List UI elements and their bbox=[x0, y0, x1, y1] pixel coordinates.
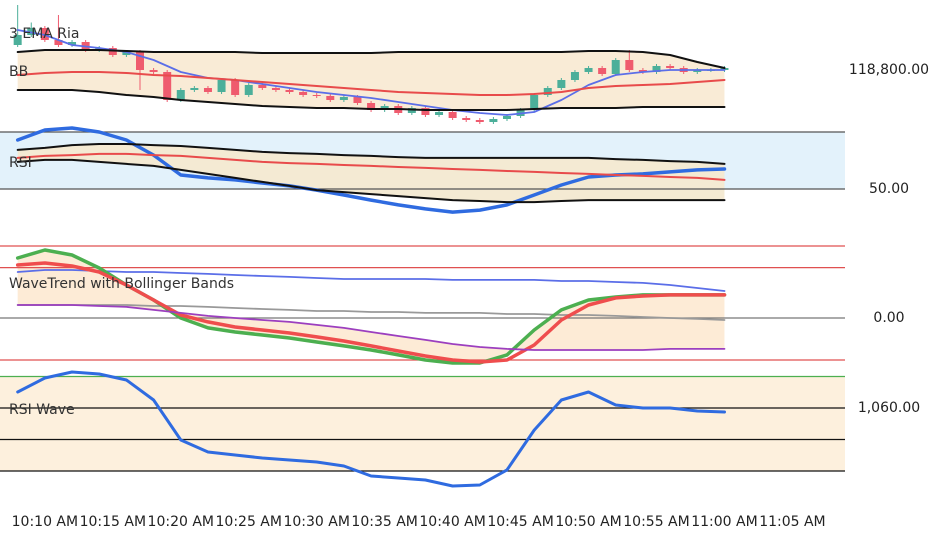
level-fill bbox=[0, 376, 845, 471]
candle-body bbox=[136, 52, 144, 70]
y-tick-label: 50.00 bbox=[869, 181, 909, 197]
pane-title: RSI bbox=[9, 155, 32, 171]
candle-body bbox=[285, 90, 294, 92]
candle-body bbox=[557, 80, 566, 88]
candle-body bbox=[95, 48, 104, 50]
candle-body bbox=[638, 70, 647, 72]
candle-body bbox=[40, 28, 49, 40]
candle-body bbox=[693, 70, 702, 72]
series-line bbox=[16, 304, 726, 321]
candle-body bbox=[271, 88, 280, 90]
candle-body bbox=[13, 35, 22, 45]
series-line bbox=[16, 143, 726, 165]
candle-body bbox=[27, 28, 36, 35]
pane: 118,800.00 3 EMA Ria BB bbox=[9, 5, 929, 124]
candle-body bbox=[326, 96, 335, 100]
candle-body bbox=[598, 68, 607, 74]
candle-body bbox=[502, 116, 511, 119]
pane: 0.00 WaveTrend with Bollinger Bands bbox=[0, 245, 905, 365]
series-line bbox=[16, 158, 726, 204]
candle-body bbox=[666, 66, 675, 68]
candle-body bbox=[353, 97, 362, 103]
candle-body bbox=[312, 95, 321, 96]
candle-body bbox=[652, 66, 661, 72]
candle-body bbox=[720, 68, 729, 70]
candle-body bbox=[543, 88, 552, 95]
candle-body bbox=[530, 95, 539, 110]
series-line bbox=[16, 89, 726, 111]
series-line bbox=[16, 304, 726, 351]
x-tick-label: 11:05 AM bbox=[759, 514, 825, 530]
x-tick-label: 10:10 AM bbox=[12, 514, 78, 530]
candle-body bbox=[489, 119, 498, 122]
x-tick-label: 10:25 AM bbox=[216, 514, 282, 530]
candle-body bbox=[584, 68, 593, 72]
pane-label: BB bbox=[9, 64, 28, 80]
candle-body bbox=[203, 88, 212, 92]
candle-body bbox=[231, 80, 240, 95]
series-line bbox=[16, 49, 726, 69]
series-line bbox=[15, 261, 727, 364]
y-tick-label: 118,800.00 bbox=[849, 62, 929, 78]
pane-title: WaveTrend with Bollinger Bands bbox=[9, 276, 234, 292]
candle-body bbox=[149, 70, 158, 72]
pane-label: 3 EMA Ria bbox=[9, 26, 80, 42]
pane: 1,060.00 RSI Wave 10:10 AM 10:15 AM 10:20 AM… bbox=[0, 370, 920, 530]
candle-body bbox=[299, 92, 308, 95]
x-tick-label: 10:35 AM bbox=[351, 514, 417, 530]
x-tick-label: 10:30 AM bbox=[283, 514, 349, 530]
x-tick-label: 10:50 AM bbox=[555, 514, 621, 530]
x-tick-label: 10:20 AM bbox=[148, 514, 214, 530]
x-tick-label: 10:45 AM bbox=[487, 514, 553, 530]
candle-body bbox=[367, 103, 376, 110]
series-line bbox=[16, 29, 726, 116]
candle-body bbox=[163, 72, 172, 100]
candle-body bbox=[122, 52, 131, 55]
candle-body bbox=[435, 112, 444, 115]
series-line bbox=[16, 71, 726, 96]
pane: 50.00 RSI bbox=[0, 126, 909, 214]
candle-body bbox=[217, 80, 226, 92]
candle-body bbox=[54, 40, 63, 45]
series-line bbox=[16, 152, 726, 181]
candle-body bbox=[258, 85, 267, 88]
candle-body bbox=[176, 90, 185, 100]
candle-body bbox=[462, 118, 471, 120]
candle-body bbox=[625, 60, 634, 70]
pane-title: RSI Wave bbox=[9, 402, 75, 418]
candle-body bbox=[611, 60, 620, 74]
y-tick-label: 0.00 bbox=[873, 310, 904, 326]
x-tick-label: 10:55 AM bbox=[623, 514, 689, 530]
series-line bbox=[16, 269, 726, 292]
candle-body bbox=[244, 85, 253, 95]
candle-body bbox=[570, 72, 579, 80]
x-tick-label: 10:40 AM bbox=[419, 514, 485, 530]
x-tick-label: 10:15 AM bbox=[80, 514, 146, 530]
candle-body bbox=[68, 42, 77, 45]
candle-body bbox=[339, 97, 348, 100]
candle-body bbox=[190, 88, 199, 90]
candle-body bbox=[475, 120, 484, 122]
x-tick-label: 11:00 AM bbox=[691, 514, 757, 530]
series-line bbox=[16, 370, 726, 488]
y-tick-label: 1,060.00 bbox=[858, 400, 920, 416]
candle-body bbox=[421, 108, 430, 115]
candle-body bbox=[448, 112, 457, 118]
